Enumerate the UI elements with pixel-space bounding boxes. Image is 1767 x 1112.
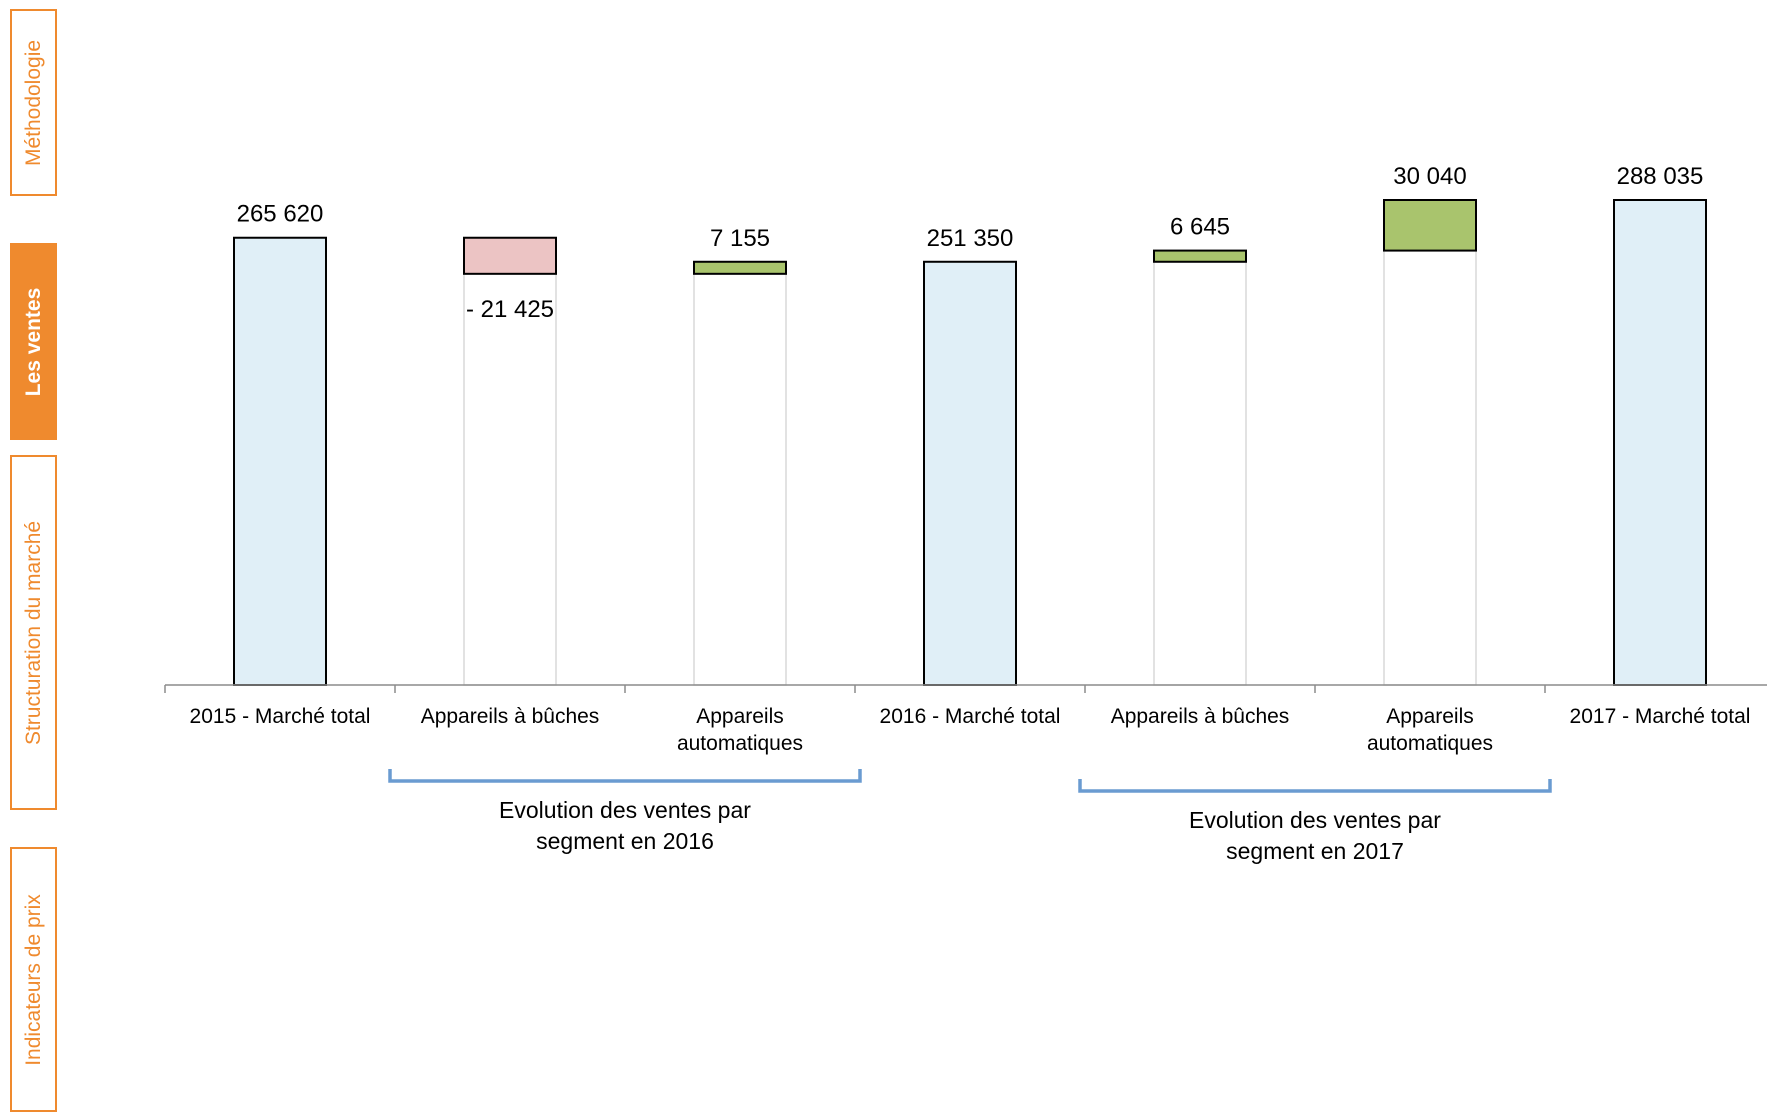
bars-layer <box>233 199 1707 686</box>
waterfall-base-bar <box>463 273 557 686</box>
x-tick-label: 2015 - Marché total <box>190 705 371 728</box>
x-tick-label: Appareils à bûches <box>1111 705 1290 728</box>
tab-indicateurs-de-prix[interactable]: Indicateurs de prix <box>10 847 57 1112</box>
x-tick-label: Appareils <box>1386 705 1474 728</box>
data-label: 251 350 <box>927 225 1014 252</box>
annotation-label: segment en 2017 <box>1226 838 1404 864</box>
waterfall-base-bar <box>1153 261 1247 686</box>
data-labels-layer: 265 620 - 21 425 7 155 251 350 6 645 30 040 28… <box>237 163 1704 323</box>
x-tick-label: Appareils <box>696 705 784 728</box>
data-label: 6 645 <box>1170 214 1230 241</box>
data-label: 288 035 <box>1617 163 1704 190</box>
x-tick-label: automatiques <box>677 732 803 755</box>
x-axis <box>164 684 1767 693</box>
waterfall-base-bar <box>693 273 787 686</box>
annotation-label: Evolution des ventes par <box>1189 807 1441 833</box>
bracket-annotation <box>388 769 862 783</box>
x-tick-label: Appareils à bûches <box>421 705 600 728</box>
increase-bar <box>693 260 787 275</box>
waterfall-base-bar <box>1383 249 1477 686</box>
data-label: 30 040 <box>1393 163 1466 190</box>
total-bar <box>923 260 1017 686</box>
total-bar <box>1613 199 1707 686</box>
x-tick-label: automatiques <box>1367 732 1493 755</box>
tick-labels-layer: 2015 - Marché total Appareils à bûches App… <box>190 705 1751 755</box>
tab-les-ventes[interactable]: Les ventes <box>10 243 57 440</box>
data-label: 265 620 <box>237 201 324 228</box>
data-label: - 21 425 <box>466 296 554 323</box>
tab-methodologie[interactable]: Méthodologie <box>10 9 57 196</box>
annotations-layer: Evolution des ventes par segment en 2016 E… <box>388 769 1552 864</box>
tab-structuration-du-marche[interactable]: Structuration du marché <box>10 455 57 810</box>
data-label: 7 155 <box>710 225 770 252</box>
x-tick-label: 2017 - Marché total <box>1570 705 1751 728</box>
total-bar <box>233 236 327 686</box>
increase-bar <box>1153 249 1247 263</box>
x-tick-label: 2016 - Marché total <box>880 705 1061 728</box>
decrease-bar <box>463 236 557 275</box>
bracket-annotation <box>1078 779 1552 793</box>
increase-bar <box>1383 199 1477 252</box>
annotation-label: segment en 2016 <box>536 828 714 854</box>
annotation-label: Evolution des ventes par <box>499 797 751 823</box>
